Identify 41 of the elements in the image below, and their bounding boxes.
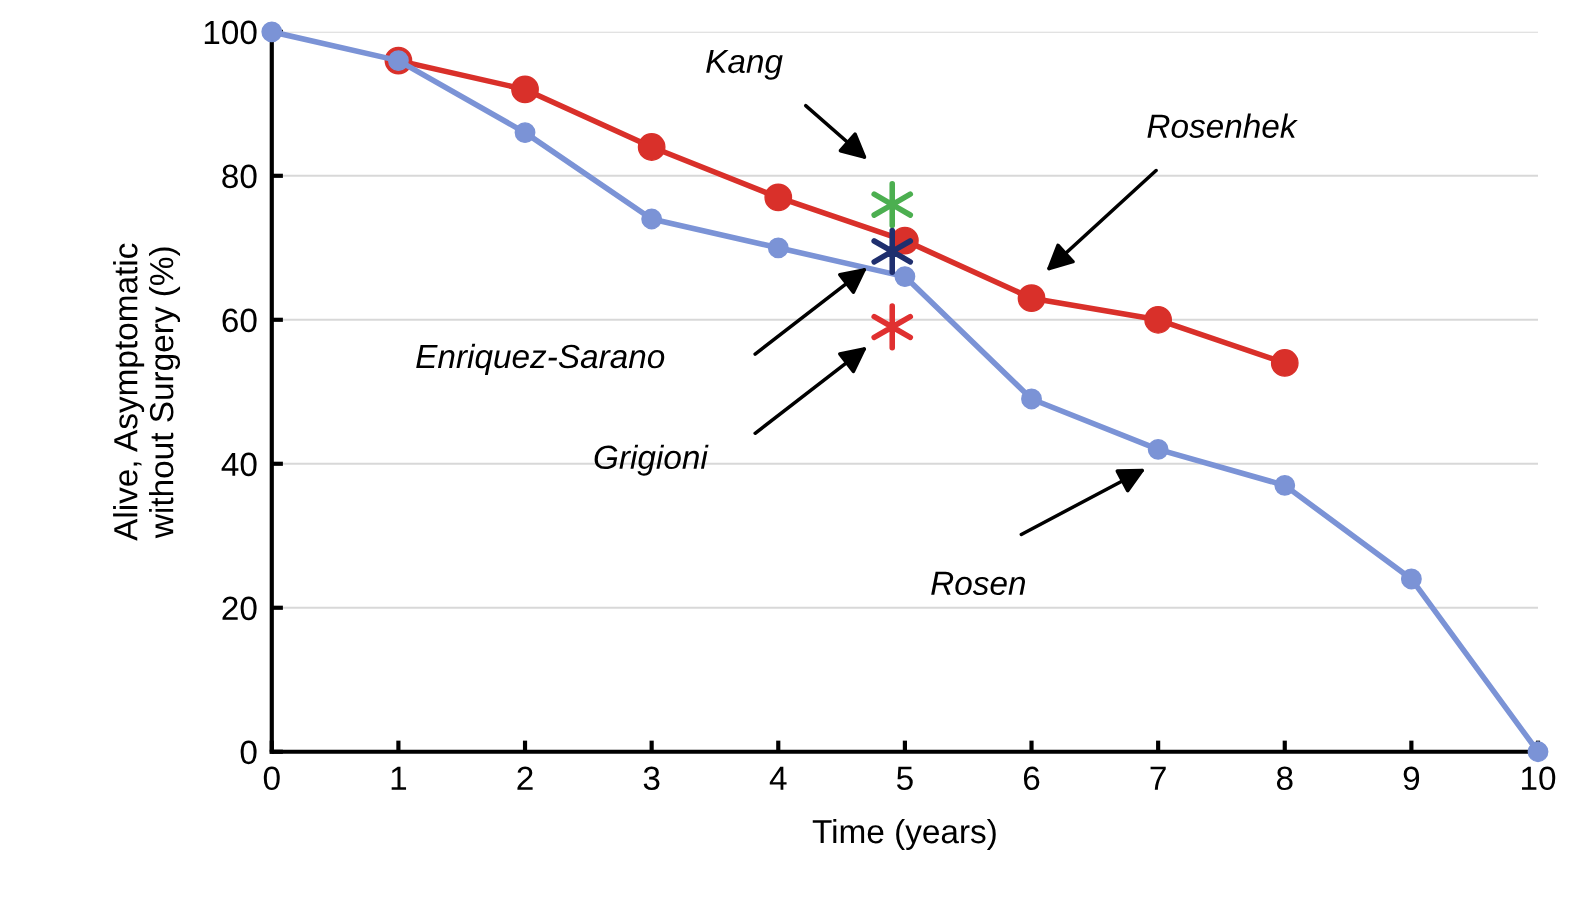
- annotation: Rosen: [931, 571, 1025, 596]
- x-tick-label: 7: [1150, 766, 1166, 790]
- point: [1017, 284, 1046, 313]
- point: [871, 180, 914, 229]
- point: [894, 266, 916, 288]
- point: [511, 75, 539, 104]
- y-axis-title: Alive, Asymptomatic without Surgery (%): [113, 243, 181, 541]
- y-tick-label: 0: [240, 740, 257, 765]
- point: [1144, 305, 1173, 334]
- x-tick-label: 6: [1023, 766, 1040, 791]
- annotation: Kang: [706, 49, 783, 80]
- x-tick-label: 0: [263, 766, 280, 791]
- x-tick-label: 1: [391, 766, 407, 790]
- point: [767, 237, 789, 259]
- y-tick-label: 60: [222, 308, 257, 333]
- x-tick-label: 4: [769, 766, 787, 790]
- y-tick-label: 40: [221, 452, 257, 477]
- x-tick-label: 9: [1403, 766, 1420, 791]
- annotation: Grigioni: [594, 444, 709, 476]
- point: [764, 183, 793, 212]
- point: [637, 133, 666, 161]
- point: [1270, 349, 1299, 377]
- y-tick-label: 20: [222, 596, 257, 621]
- x-tick-label: 8: [1276, 766, 1293, 791]
- annotation: Enriquez-Sarano: [416, 343, 665, 375]
- point: [871, 227, 914, 276]
- point: [871, 303, 914, 351]
- annotation: Rosenhek: [1147, 113, 1298, 138]
- point: [1021, 388, 1042, 410]
- point: [641, 208, 663, 230]
- x-tick-label: 5: [896, 766, 913, 791]
- x-tick-label: 3: [643, 766, 660, 791]
- x-tick-label: 10: [1522, 766, 1556, 791]
- point: [1274, 474, 1296, 496]
- x-axis-title: Time (years): [812, 818, 996, 850]
- y-tick-label: 100: [204, 20, 257, 45]
- y-tick-label: 80: [222, 164, 257, 189]
- point: [1400, 568, 1422, 590]
- x-tick-label: 2: [517, 766, 533, 790]
- point: [514, 122, 536, 144]
- point: [1147, 438, 1169, 460]
